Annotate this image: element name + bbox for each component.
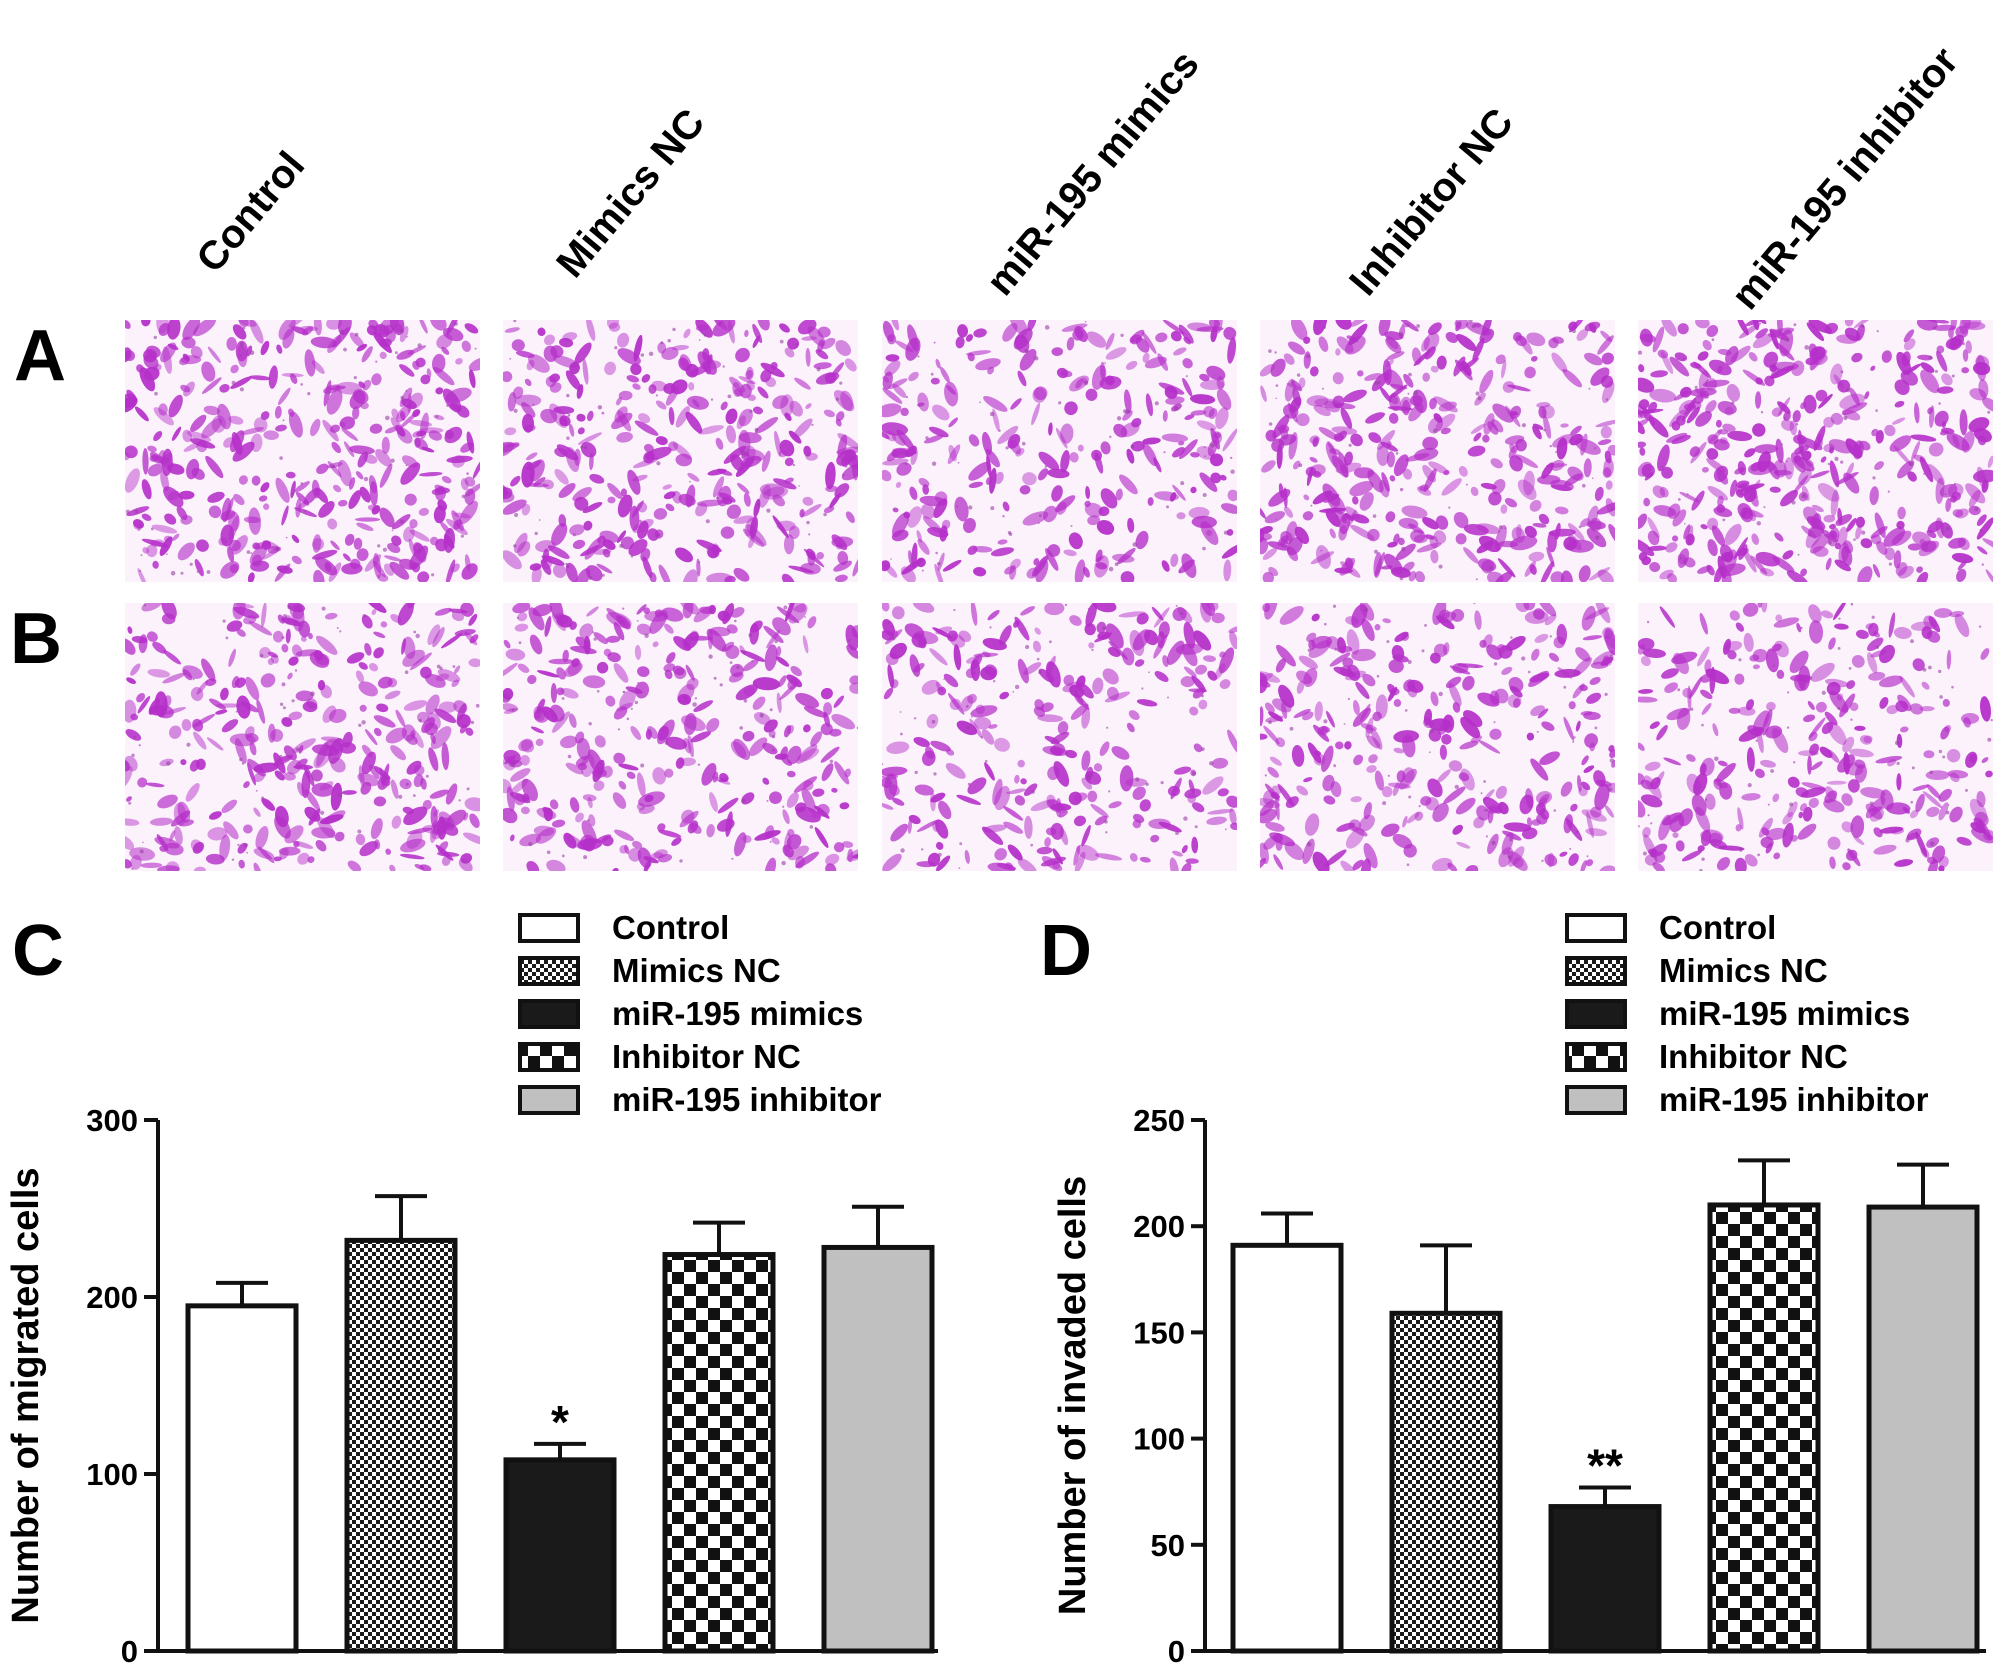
column-label-mimics-nc: Mimics NC: [548, 101, 713, 286]
bar-mir-195-mimics: [1548, 1504, 1662, 1654]
panel-label-d: D: [1040, 911, 1092, 991]
legend-swatch-control: [1565, 913, 1627, 943]
micrograph-a-mir-195-inhibitor: [1638, 320, 1993, 582]
y-axis-label: Number of migrated cells: [5, 1167, 47, 1623]
legend-label-control: Control: [612, 909, 729, 946]
micrograph-a-inhibitor-nc: [1260, 320, 1615, 582]
legend-label-inhibitor-nc: Inhibitor NC: [1659, 1038, 1848, 1075]
legend-label-control: Control: [1659, 909, 1776, 946]
column-label-inhibitor-nc: Inhibitor NC: [1341, 100, 1522, 304]
bar-control: [185, 1303, 299, 1654]
micrograph-b-mimics-nc: [503, 603, 858, 871]
legend-swatch-mimics-nc: [1565, 956, 1627, 986]
micrograph-a-mimics-nc: [503, 320, 858, 582]
column-label-control: Control: [188, 144, 313, 281]
column-label-mir195-inhibitor: miR-195 inhibitor: [1723, 39, 1967, 318]
column-labels: Control Mimics NC miR-195 mimics Inhibit…: [188, 39, 1967, 318]
bar-mir-195-mimics: [503, 1457, 617, 1654]
legend-swatch-inhibitor-nc: [1565, 1042, 1627, 1072]
significance-marker: **: [1587, 1439, 1623, 1491]
micrograph-b-inhibitor-nc: [1260, 603, 1615, 871]
panel-label-b: B: [10, 599, 62, 679]
legend-label-mir-195-mimics: miR-195 mimics: [1659, 995, 1910, 1032]
y-tick-label: 100: [1133, 1422, 1185, 1457]
legend-swatch-mimics-nc: [518, 956, 580, 986]
legend-swatch-inhibitor-nc: [518, 1042, 580, 1072]
y-axis-label: Number of invaded cells: [1052, 1176, 1094, 1615]
bar-inhibitor-nc: [1707, 1202, 1821, 1654]
legend-label-mimics-nc: Mimics NC: [612, 952, 781, 989]
legend-label-inhibitor-nc: Inhibitor NC: [612, 1038, 801, 1075]
chart-migrated-cells: 0 100 200 300 Number of migrated cells * Contr…: [5, 909, 938, 1669]
y-tick-label: 200: [86, 1280, 138, 1315]
legend-swatch-mir-195-mimics: [518, 999, 580, 1029]
legend-swatch-mir-195-inhibitor: [518, 1085, 580, 1115]
bar-mir-195-inhibitor: [821, 1244, 935, 1654]
legend-swatch-control: [518, 913, 580, 943]
chart-invaded-cells: 0 50 100 150 200 250 Number of invaded cells **…: [1052, 909, 1986, 1669]
legend-label-mir-195-mimics: miR-195 mimics: [612, 995, 863, 1032]
panel-label-c: C: [12, 911, 64, 991]
panel-label-a: A: [14, 316, 66, 396]
legend-label-mimics-nc: Mimics NC: [1659, 952, 1828, 989]
bar-mir-195-inhibitor: [1866, 1204, 1980, 1654]
significance-marker: *: [551, 1396, 569, 1448]
bar-control: [1230, 1242, 1344, 1654]
legend-swatch-mir-195-inhibitor: [1565, 1085, 1627, 1115]
micrograph-b-mir-195-inhibitor: [1638, 603, 1993, 871]
y-tick-label: 100: [86, 1457, 138, 1492]
legend-label-mir-195-inhibitor: miR-195 inhibitor: [1659, 1081, 1929, 1118]
y-tick-label: 300: [86, 1103, 138, 1138]
bar-mimics-nc: [344, 1237, 458, 1654]
bar-mimics-nc: [1389, 1310, 1503, 1654]
y-tick-label: 250: [1133, 1103, 1185, 1138]
micrograph-grid: [125, 320, 1993, 871]
micrograph-a-control: [125, 320, 480, 582]
y-tick-label: 0: [121, 1634, 138, 1669]
y-tick-label: 50: [1151, 1528, 1185, 1563]
micrograph-b-mir-195-mimics: [882, 603, 1237, 871]
y-tick-label: 150: [1133, 1315, 1185, 1350]
column-label-mir195-mimics: miR-195 mimics: [978, 42, 1207, 304]
micrograph-b-control: [125, 603, 480, 871]
micrograph-a-mir-195-mimics: [882, 320, 1237, 582]
bar-inhibitor-nc: [662, 1252, 776, 1654]
y-tick-label: 200: [1133, 1209, 1185, 1244]
legend-swatch-mir-195-mimics: [1565, 999, 1627, 1029]
y-tick-label: 0: [1168, 1634, 1185, 1669]
legend-label-mir-195-inhibitor: miR-195 inhibitor: [612, 1081, 882, 1118]
